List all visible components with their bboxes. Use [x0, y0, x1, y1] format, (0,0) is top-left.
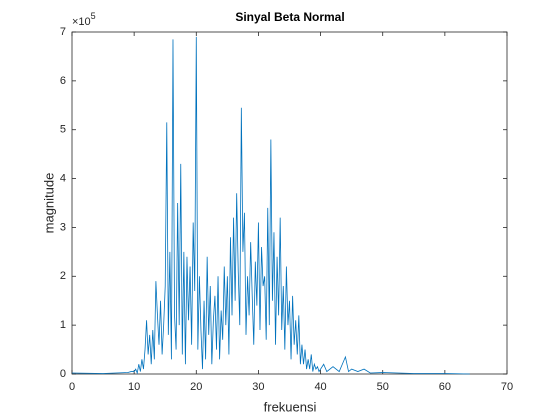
y-tick-label: 3 [60, 221, 66, 233]
x-tick-label: 30 [252, 381, 264, 393]
y-exponent: ×105 [72, 11, 96, 28]
x-tick-label: 50 [377, 381, 389, 393]
plot-area [71, 31, 508, 375]
y-tick-label: 2 [60, 270, 66, 282]
line-series [71, 36, 470, 375]
y-tick-label: 0 [60, 368, 66, 380]
x-axis-label: frekuensi [264, 399, 317, 414]
y-tick-label: 7 [60, 26, 66, 38]
y-tick-label: 6 [60, 75, 66, 87]
exponent-power: 5 [91, 11, 96, 21]
chart-title: Sinyal Beta Normal [235, 10, 344, 24]
x-tick-label: 20 [190, 381, 202, 393]
x-tick-label: 40 [314, 381, 326, 393]
x-tick-label: 60 [439, 381, 451, 393]
x-tick-label: 0 [69, 381, 75, 393]
x-tick-label: 70 [501, 381, 513, 393]
exponent-base: ×10 [72, 16, 91, 28]
y-tick-label: 1 [60, 319, 66, 331]
y-axis-label: magnitude [41, 173, 56, 234]
y-tick-label: 4 [60, 172, 66, 184]
x-tick-label: 10 [128, 381, 140, 393]
y-tick-label: 5 [60, 124, 66, 136]
